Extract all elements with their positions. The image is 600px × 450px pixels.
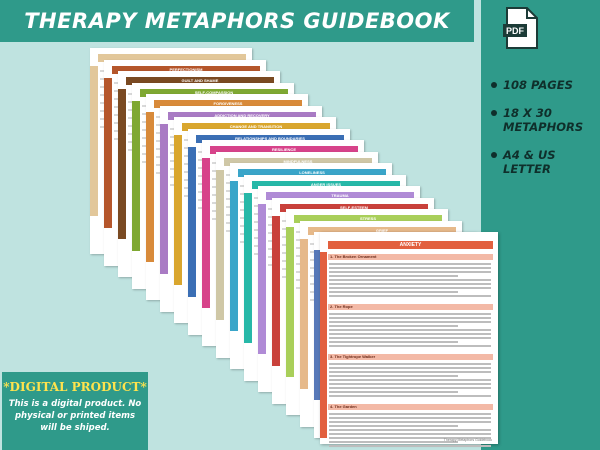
front-page-text-line (329, 371, 491, 373)
front-page-section: 3. The Tightrope Walker (328, 354, 493, 360)
front-page-section: 4. The Garden (328, 404, 493, 410)
page-heading: SELF-ESTEEM (280, 203, 428, 212)
page-side-tab (104, 77, 112, 228)
front-page-text-line (329, 367, 491, 369)
front-page-tab (320, 252, 327, 438)
front-page-text-line (329, 283, 491, 285)
page-side-tab (118, 89, 126, 239)
front-page-text-line (329, 341, 458, 343)
front-page-text-line (329, 275, 458, 277)
page-heading: CHANGE AND TRANSITION (182, 123, 330, 131)
front-page-text-line (329, 329, 491, 331)
digital-product-title: *DIGITAL PRODUCT* (3, 380, 147, 394)
page-side-tab (90, 66, 98, 216)
page-side-tab (132, 100, 140, 251)
page-heading: GRIEF (308, 226, 456, 235)
page-heading: FORGIVENESS (154, 100, 302, 108)
feature-list: 108 PAGES 18 X 30 METAPHORS A4 & US LETT… (489, 78, 597, 190)
page-heading: TRAUMA (266, 192, 414, 200)
front-page-text-line (329, 291, 458, 293)
front-page-text-line (329, 379, 491, 381)
page-heading: ANGER ISSUES (252, 180, 400, 189)
page-heading: RESILIENCE (210, 146, 358, 154)
page-side-tab (202, 158, 210, 308)
feature-item: 108 PAGES (489, 78, 597, 92)
front-page-text-line (329, 375, 458, 377)
front-page-title: ANXIETY (328, 241, 493, 249)
front-page-text-line (329, 383, 491, 385)
side-panel: PDF 108 PAGES 18 X 30 METAPHORS A4 & US … (481, 0, 600, 450)
front-page-footer: Therapy Metaphors Guidebook (443, 438, 492, 442)
page-heading: GUILT AND SHAME (126, 77, 274, 85)
page-heading: SELF-COMPASSION (140, 88, 288, 97)
front-page-text-line (329, 391, 458, 393)
page-side-tab (160, 123, 168, 274)
page-heading (98, 54, 246, 62)
page-side-tab (244, 192, 252, 343)
front-page: ANXIETY 1. The Broken Ornament 2. The Rop… (320, 232, 498, 447)
page-side-tab (216, 169, 224, 320)
front-page-text-line (329, 363, 491, 365)
front-page-text-line (329, 417, 491, 419)
page-heading: LONELINESS (238, 169, 386, 177)
front-page-text-line (329, 321, 491, 323)
page-title: THERAPY METAPHORS GUIDEBOOK (24, 9, 450, 33)
front-page-text-line (329, 313, 491, 315)
pdf-label: PDF (506, 26, 525, 36)
front-page-text-line (329, 271, 491, 273)
digital-product-text: This is a digital product. No physical o… (8, 399, 142, 433)
page-heading: ADDICTION AND RECOVERY (168, 111, 316, 120)
page-side-tab (258, 204, 266, 354)
front-page-text-line (329, 287, 491, 289)
pdf-file-icon: PDF (503, 7, 538, 49)
page-side-tab (146, 112, 154, 262)
front-page-text-line (329, 263, 491, 265)
front-page-text-line (329, 421, 491, 423)
front-page-text-line (329, 433, 491, 435)
front-page-text-line (329, 295, 491, 297)
feature-item: A4 & US LETTER (489, 148, 597, 176)
front-page-text-line (329, 441, 458, 443)
front-page-text-line (329, 267, 491, 269)
front-page-text-line (329, 425, 458, 427)
front-page-text-line (329, 413, 491, 415)
front-page-text-line (329, 445, 491, 447)
title-banner: THERAPY METAPHORS GUIDEBOOK (0, 0, 474, 42)
front-page-text-line (329, 337, 491, 339)
front-page-text-line (329, 387, 491, 389)
front-page-section: 2. The Rope (328, 304, 493, 310)
front-page-text-line (329, 437, 491, 439)
page-side-tab (300, 238, 308, 389)
front-page-text-line (329, 333, 491, 335)
front-page-text-line (329, 345, 491, 347)
page-side-tab (230, 181, 238, 331)
page-side-tab (286, 227, 294, 377)
page-side-tab (188, 146, 196, 297)
digital-product-notice: *DIGITAL PRODUCT* This is a digital prod… (2, 372, 148, 450)
feature-item: 18 X 30 METAPHORS (489, 106, 597, 134)
page-side-tab (174, 135, 182, 285)
front-page-text-line (329, 429, 491, 431)
page-heading: MINDFULNESS (224, 157, 372, 166)
page-side-tab (272, 215, 280, 366)
front-page-text-line (329, 279, 491, 281)
page-heading: RELATIONSHIPS AND BOUNDARIES (196, 134, 344, 143)
front-page-section: 1. The Broken Ornament (328, 254, 493, 260)
front-page-text-line (329, 325, 458, 327)
front-page-text-line (329, 317, 491, 319)
page-side-tab (314, 250, 322, 400)
page-heading: STRESS (294, 215, 442, 223)
page-heading: PERFECTIONISM (112, 65, 260, 74)
front-page-text-line (329, 395, 491, 397)
